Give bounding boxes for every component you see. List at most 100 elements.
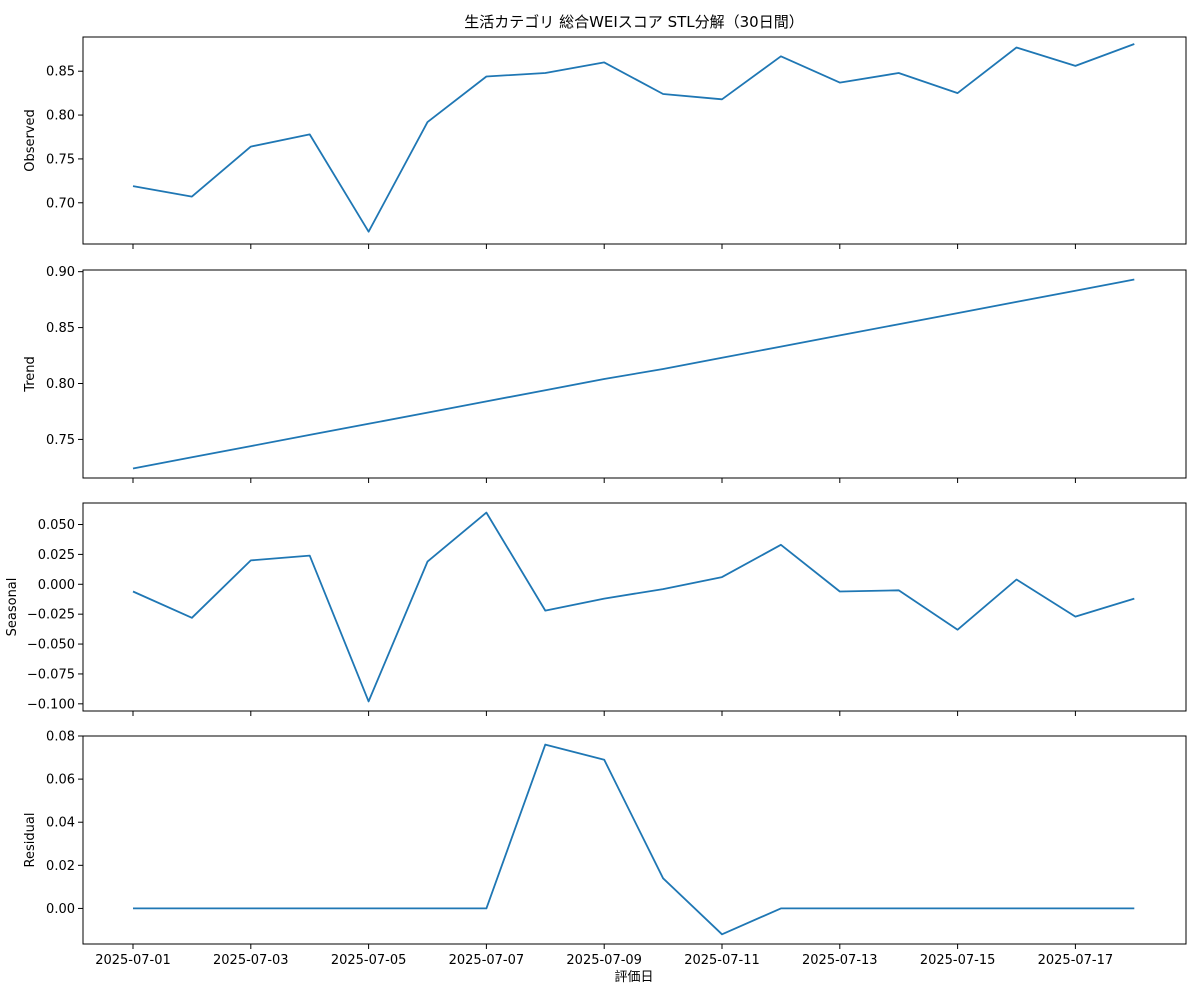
data-point [544, 72, 546, 74]
data-point [898, 589, 900, 591]
data-point [427, 561, 429, 563]
series-line-residual [133, 743, 1135, 936]
data-point [250, 907, 252, 909]
data-point [957, 629, 959, 631]
data-point [603, 759, 605, 761]
data-point [544, 389, 546, 391]
x-tick-label: 2025-07-01 [95, 953, 171, 968]
data-point [662, 588, 664, 590]
x-tick-label: 2025-07-17 [1038, 953, 1114, 968]
data-point [603, 378, 605, 380]
data-point [898, 907, 900, 909]
data-point [250, 559, 252, 561]
data-point [427, 907, 429, 909]
y-tick-label: 0.000 [38, 578, 75, 593]
data-point [368, 231, 370, 233]
data-point [1074, 907, 1076, 909]
x-tick-label: 2025-07-05 [331, 953, 407, 968]
panel-observed: 0.70 0.75 0.80 0.85 Observed [23, 36, 1187, 249]
y-tick-label: 0.00 [46, 902, 75, 917]
data-point [544, 744, 546, 746]
axes-frame [82, 735, 1187, 945]
data-point [1133, 598, 1135, 600]
data-point [898, 72, 900, 74]
data-point [1133, 907, 1135, 909]
data-point [427, 412, 429, 414]
data-point [1016, 579, 1018, 581]
data-point [780, 346, 782, 348]
data-point [368, 907, 370, 909]
data-point [898, 323, 900, 325]
data-point [1074, 616, 1076, 618]
data-point [1016, 907, 1018, 909]
y-tick-label: 0.90 [46, 265, 75, 280]
data-point [309, 133, 311, 135]
x-tick-label: 2025-07-03 [213, 953, 289, 968]
data-point [485, 907, 487, 909]
y-axis-label: Observed [23, 109, 38, 172]
data-point [957, 312, 959, 314]
data-point [603, 598, 605, 600]
data-point [191, 456, 193, 458]
data-point [780, 544, 782, 546]
y-tick-label: 0.85 [46, 321, 75, 336]
panel-trend: 0.75 0.80 0.85 0.90 Trend [23, 265, 1187, 483]
data-point [603, 61, 605, 63]
axes-frame [82, 502, 1187, 712]
data-point [662, 877, 664, 879]
data-point [957, 907, 959, 909]
x-tick-label: 2025-07-09 [566, 953, 642, 968]
data-point [132, 185, 134, 187]
data-point [662, 368, 664, 370]
data-point [1133, 279, 1135, 281]
data-point [839, 590, 841, 592]
data-point [250, 146, 252, 148]
data-point [780, 55, 782, 57]
data-point [780, 907, 782, 909]
data-point [839, 907, 841, 909]
data-point [485, 512, 487, 514]
x-tick-label: 2025-07-11 [684, 953, 760, 968]
series-line-observed [132, 43, 1135, 233]
data-point [485, 75, 487, 77]
x-axis-label: 評価日 [614, 970, 653, 985]
data-point [132, 467, 134, 469]
data-point [544, 610, 546, 612]
y-tick-label: 0.04 [46, 816, 75, 831]
series-line-seasonal [132, 511, 1135, 703]
data-point [721, 576, 723, 578]
data-point [309, 434, 311, 436]
data-point [1074, 290, 1076, 292]
data-point [132, 590, 134, 592]
y-tick-label: 0.80 [46, 109, 75, 124]
y-tick-label: −0.025 [27, 608, 75, 623]
data-point [662, 93, 664, 95]
data-point [485, 400, 487, 402]
y-tick-label: 0.06 [46, 773, 75, 788]
data-point [839, 82, 841, 84]
y-tick-label: 0.85 [46, 65, 75, 80]
axes-frame [82, 269, 1187, 479]
y-axis-label: Trend [23, 356, 38, 393]
data-point [368, 423, 370, 425]
data-point [191, 196, 193, 198]
y-tick-label: −0.100 [27, 697, 75, 712]
data-point [191, 907, 193, 909]
data-point [721, 357, 723, 359]
x-tick-label: 2025-07-07 [449, 953, 525, 968]
data-point [721, 933, 723, 935]
data-point [721, 98, 723, 100]
panel-seasonal: −0.100 −0.075 −0.050 −0.025 0.000 0.025 0.050 S… [5, 502, 1187, 716]
x-tick-label: 2025-07-15 [920, 953, 996, 968]
y-tick-label: 0.02 [46, 859, 75, 874]
data-point [250, 445, 252, 447]
y-tick-label: −0.050 [27, 638, 75, 653]
y-tick-label: 0.75 [46, 152, 75, 167]
axes-frame [82, 36, 1187, 245]
y-tick-label: 0.80 [46, 377, 75, 392]
data-point [132, 907, 134, 909]
x-tick-label: 2025-07-13 [802, 953, 878, 968]
y-tick-label: 0.050 [38, 518, 75, 533]
y-axis-label: Residual [23, 813, 38, 868]
